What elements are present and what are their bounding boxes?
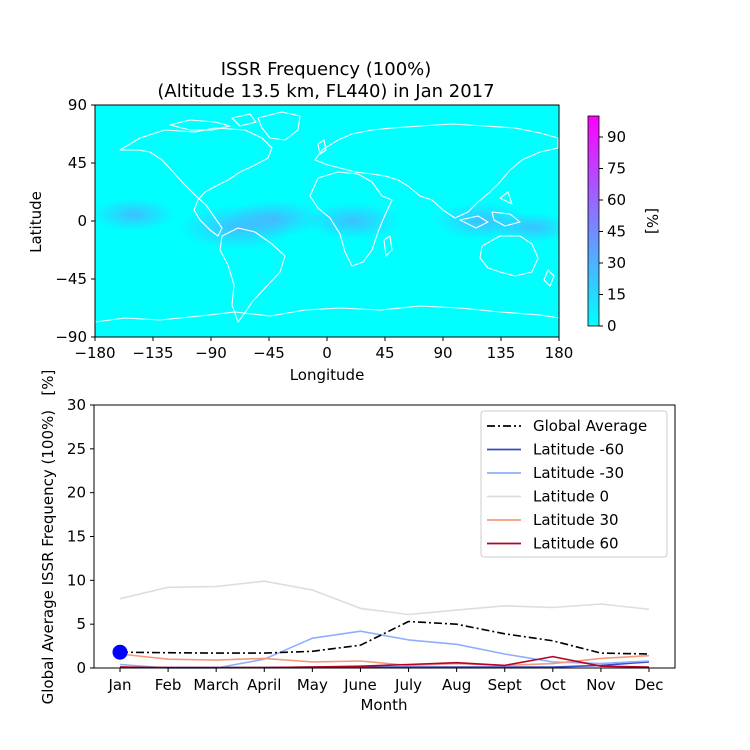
series-line-latitude-0	[119, 580, 650, 616]
coastline-uk	[317, 139, 327, 155]
line-x-tick-label: July	[394, 676, 422, 694]
colorbar-tick-label: 30	[607, 254, 626, 272]
line-x-tick-label: Oct	[540, 676, 566, 694]
map-title-line1: ISSR Frequency (100%)	[221, 59, 432, 80]
map-y-tick-label: −45	[55, 270, 87, 288]
map-x-tick-label: 45	[375, 344, 394, 362]
map-title-line2: (Altitude 13.5 km, FL440) in Jan 2017	[157, 81, 494, 102]
coastline-greenland	[257, 111, 301, 141]
map-x-tick-label: 135	[487, 344, 516, 362]
line-y-ticks: 0 5 10 15 20 25 30	[67, 396, 94, 677]
colorbar-gradient	[587, 115, 600, 327]
map-x-tick-label: 180	[545, 344, 574, 362]
line-x-tick-label: April	[247, 676, 281, 694]
colorbar-ticks: 0 15 30 45 60 75 90	[599, 128, 626, 335]
line-x-tick-label: Sept	[488, 676, 522, 694]
high-frequency-region-2	[305, 202, 401, 240]
colorbar-tick-label: 45	[607, 223, 626, 241]
high-frequency-region-4	[95, 198, 176, 231]
map-y-ticks: −90 −45 0 45 90	[55, 96, 95, 346]
coastline-africa	[309, 171, 393, 267]
line-y-tick-label: 15	[67, 528, 86, 546]
line-y-tick-label: 20	[67, 484, 86, 502]
line-x-tick-label: Dec	[634, 676, 663, 694]
coastline-southeast-asia-islands	[459, 191, 521, 229]
coastline-new-zealand	[543, 269, 555, 287]
legend: Global Average Latitude -60 Latitude -30 La…	[480, 410, 668, 558]
coastline-south-america	[219, 227, 286, 323]
map-x-tick-label: −90	[195, 344, 227, 362]
line-x-tick-label: Feb	[155, 676, 182, 694]
map-x-tick-label: −180	[74, 344, 115, 362]
colorbar: 0 15 30 45 60 75 90 [%]	[587, 115, 661, 335]
line-x-tick-label: June	[343, 676, 377, 694]
colorbar-tick-label: 60	[607, 191, 626, 209]
line-x-tick-label: Nov	[586, 676, 615, 694]
map-y-tick-label: 45	[68, 154, 87, 172]
high-frequency-region-5	[495, 212, 559, 243]
colorbar-tick-label: 90	[607, 128, 626, 146]
colorbar-tick-label: 0	[607, 317, 617, 335]
line-x-ticks: Jan Feb March April May June July Aug Sept Oct Nov…	[107, 668, 664, 694]
colorbar-tick-label: 75	[607, 160, 626, 178]
coastline-eurasia	[314, 123, 559, 219]
legend-entry-label: Latitude 30	[533, 511, 619, 529]
legend-entry-label: Latitude -60	[533, 441, 624, 459]
map-x-ticks: −180 −135 −90 −45 0 45 90 135 180	[74, 337, 573, 362]
line-y-label: Global Average ISSR Frequency (100%) [%]	[39, 370, 57, 705]
high-frequency-regions	[95, 198, 559, 250]
line-y-tick-label: 5	[76, 615, 86, 633]
line-panel: Jan Feb March April May June July Aug Sept Oct Nov…	[39, 370, 676, 714]
line-x-tick-label: Jan	[107, 676, 131, 694]
line-y-tick-label: 25	[67, 440, 86, 458]
coastline-australia	[479, 235, 539, 277]
coastline-canada-islands	[169, 113, 257, 131]
series-line-latitude-30	[119, 653, 650, 667]
line-x-tick-label: May	[297, 676, 328, 694]
line-y-tick-label: 30	[67, 396, 86, 414]
map-y-label: Latitude	[27, 191, 45, 253]
line-x-label: Month	[360, 696, 407, 714]
legend-entry-label: Global Average	[533, 417, 647, 435]
legend-entry-label: Latitude 0	[533, 488, 609, 506]
legend-entry-label: Latitude 60	[533, 535, 619, 553]
map-x-tick-label: −45	[253, 344, 285, 362]
line-x-tick-label: Aug	[442, 676, 471, 694]
map-x-tick-label: −135	[132, 344, 173, 362]
high-frequency-region-1	[227, 199, 324, 237]
map-y-tick-label: 0	[77, 212, 87, 230]
legend-box	[480, 410, 668, 558]
legend-entry-label: Latitude -30	[533, 464, 624, 482]
line-y-tick-label: 0	[76, 659, 86, 677]
colorbar-label: [%]	[643, 208, 661, 234]
line-x-tick-label: March	[193, 676, 239, 694]
line-y-tick-label: 10	[67, 571, 86, 589]
highlight-marker-group	[112, 644, 128, 660]
series-line-global-average	[119, 620, 650, 655]
map-x-label: Longitude	[290, 366, 365, 384]
coastlines	[95, 111, 559, 323]
map-x-tick-label: 0	[322, 344, 332, 362]
coastline-north-america	[119, 127, 273, 237]
colorbar-tick-label: 15	[607, 286, 626, 304]
map-x-tick-label: 90	[433, 344, 452, 362]
map-panel: ISSR Frequency (100%) (Altitude 13.5 km,…	[27, 59, 661, 384]
coastline-antarctica	[95, 305, 559, 323]
current-month-marker	[112, 644, 128, 660]
map-y-tick-label: −90	[55, 328, 87, 346]
coastline-madagascar	[383, 235, 393, 257]
map-y-tick-label: 90	[68, 96, 87, 114]
